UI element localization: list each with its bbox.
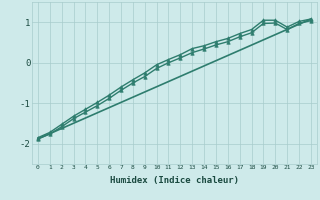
X-axis label: Humidex (Indice chaleur): Humidex (Indice chaleur) [110,176,239,185]
